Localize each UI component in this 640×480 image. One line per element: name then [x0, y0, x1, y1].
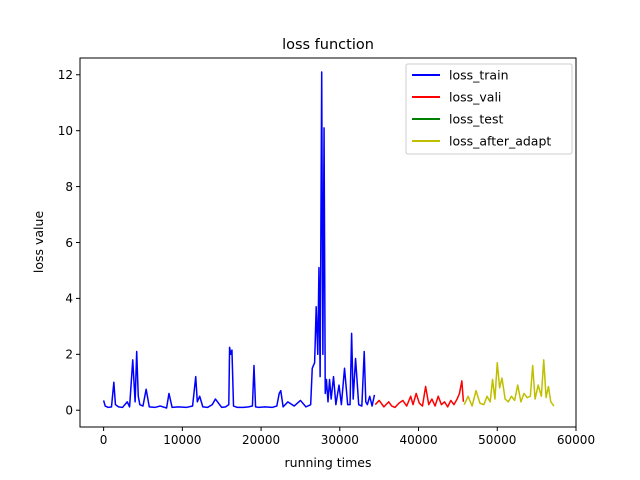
y-tick-label: 2 — [65, 348, 73, 362]
legend-label: loss_train — [449, 68, 509, 83]
y-axis-ticks: 0 2 4 6 8 10 12 — [58, 68, 80, 418]
y-tick-label: 10 — [58, 124, 73, 138]
x-tick-label: 30000 — [321, 433, 359, 447]
x-axis-ticks: 0 10000 20000 30000 40000 50000 60000 — [100, 427, 595, 447]
legend: loss_train loss_vali loss_test loss_after_a… — [405, 63, 573, 155]
x-tick-label: 20000 — [242, 433, 280, 447]
y-tick-label: 0 — [65, 404, 73, 418]
y-tick-label: 4 — [65, 292, 73, 306]
x-tick-label: 40000 — [399, 433, 437, 447]
legend-frame — [405, 63, 573, 155]
series-line-loss-vali — [374, 380, 465, 409]
x-tick-label: 10000 — [163, 433, 201, 447]
y-axis-label: loss value — [31, 211, 46, 274]
chart-title: loss function — [282, 37, 374, 53]
series-line-loss-after-adapt — [463, 359, 555, 407]
x-axis-label: running times — [285, 455, 372, 470]
legend-label: loss_test — [449, 112, 503, 127]
x-tick-label: 50000 — [478, 433, 516, 447]
x-tick-label: 60000 — [557, 433, 595, 447]
y-tick-label: 12 — [58, 68, 73, 82]
series-line-loss-train — [102, 71, 376, 409]
series-layer — [102, 71, 555, 409]
legend-label: loss_after_adapt — [449, 134, 551, 149]
plot-area: 0 10000 20000 30000 40000 50000 60000 0 2 4 6 8 10 1… — [58, 57, 595, 447]
y-tick-label: 6 — [65, 236, 73, 250]
y-tick-label: 8 — [65, 180, 73, 194]
legend-label: loss_vali — [449, 90, 501, 105]
x-tick-label: 0 — [100, 433, 108, 447]
